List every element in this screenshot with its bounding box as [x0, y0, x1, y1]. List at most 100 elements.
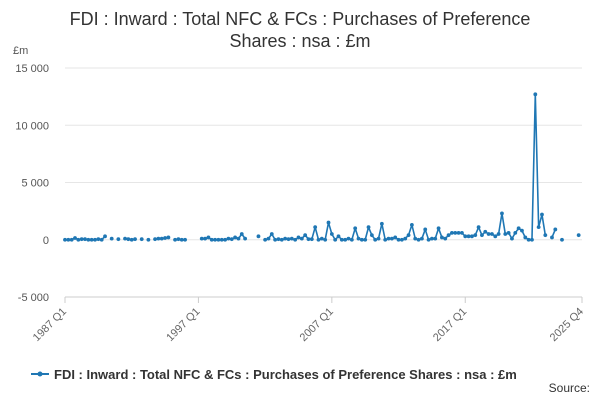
data-point[interactable]	[426, 237, 431, 242]
data-point[interactable]	[139, 237, 144, 242]
data-point[interactable]	[286, 237, 291, 242]
data-point[interactable]	[203, 236, 207, 241]
data-point[interactable]	[96, 237, 101, 242]
data-point[interactable]	[223, 237, 228, 242]
data-point[interactable]	[83, 237, 87, 242]
data-point[interactable]	[326, 220, 331, 225]
data-point[interactable]	[413, 236, 418, 241]
data-point[interactable]	[296, 235, 301, 240]
data-point[interactable]	[99, 237, 104, 242]
data-point[interactable]	[533, 92, 538, 97]
data-point[interactable]	[506, 230, 511, 235]
data-point[interactable]	[256, 234, 261, 239]
data-point[interactable]	[166, 235, 171, 240]
data-point[interactable]	[553, 227, 558, 232]
data-point[interactable]	[206, 235, 211, 240]
data-point[interactable]	[473, 233, 478, 238]
data-point[interactable]	[536, 225, 541, 230]
data-point[interactable]	[233, 235, 238, 240]
data-point[interactable]	[163, 236, 167, 240]
data-point[interactable]	[126, 237, 131, 242]
data-point[interactable]	[526, 237, 531, 242]
data-point[interactable]	[500, 211, 504, 216]
data-point[interactable]	[520, 228, 524, 233]
data-point[interactable]	[550, 235, 554, 240]
data-point[interactable]	[496, 232, 501, 236]
data-point[interactable]	[123, 236, 127, 241]
data-point[interactable]	[419, 236, 424, 241]
data-point[interactable]	[456, 230, 461, 235]
data-point[interactable]	[183, 237, 187, 242]
data-point[interactable]	[333, 237, 338, 242]
data-point[interactable]	[493, 234, 498, 239]
data-point[interactable]	[440, 235, 444, 240]
data-point[interactable]	[396, 237, 401, 242]
data-point[interactable]	[239, 232, 244, 236]
data-point[interactable]	[346, 236, 351, 241]
data-point[interactable]	[116, 237, 121, 242]
data-point[interactable]	[403, 236, 408, 241]
data-point[interactable]	[540, 212, 544, 217]
data-point[interactable]	[213, 237, 217, 242]
data-point[interactable]	[316, 237, 321, 242]
data-point[interactable]	[303, 233, 308, 238]
data-point[interactable]	[576, 233, 581, 238]
legend-label[interactable]: FDI : Inward : Total NFC & FCs : Purchas…	[54, 367, 517, 382]
data-point[interactable]	[229, 237, 234, 242]
data-point[interactable]	[393, 235, 398, 240]
data-point[interactable]	[86, 237, 91, 242]
data-point[interactable]	[276, 237, 281, 242]
data-point[interactable]	[450, 230, 454, 235]
data-point[interactable]	[359, 237, 364, 242]
data-point[interactable]	[490, 232, 494, 236]
data-point[interactable]	[460, 230, 464, 235]
data-point[interactable]	[66, 237, 71, 242]
data-point[interactable]	[339, 237, 344, 242]
data-point[interactable]	[430, 236, 434, 241]
data-point[interactable]	[219, 237, 224, 242]
data-point[interactable]	[409, 222, 414, 227]
data-point[interactable]	[69, 237, 74, 242]
data-point[interactable]	[179, 237, 184, 242]
data-point[interactable]	[299, 236, 304, 241]
data-point[interactable]	[503, 232, 508, 236]
data-point[interactable]	[93, 237, 97, 242]
data-point[interactable]	[476, 225, 481, 230]
data-point[interactable]	[226, 236, 231, 241]
data-point[interactable]	[369, 233, 374, 238]
data-point[interactable]	[389, 236, 394, 241]
legend[interactable]: FDI : Inward : Total NFC & FCs : Purchas…	[31, 367, 517, 382]
data-point[interactable]	[433, 236, 438, 241]
data-point[interactable]	[463, 234, 468, 239]
data-point[interactable]	[289, 236, 294, 241]
data-point[interactable]	[309, 237, 314, 242]
data-point[interactable]	[133, 237, 137, 242]
data-point[interactable]	[470, 234, 474, 239]
data-point[interactable]	[236, 236, 241, 241]
data-point[interactable]	[129, 237, 134, 242]
data-point[interactable]	[453, 230, 458, 235]
data-point[interactable]	[383, 237, 388, 242]
data-point[interactable]	[323, 237, 328, 242]
data-point[interactable]	[173, 237, 177, 242]
data-point[interactable]	[103, 234, 107, 239]
data-point[interactable]	[153, 237, 157, 242]
data-point[interactable]	[436, 226, 441, 231]
data-point[interactable]	[79, 237, 84, 242]
data-point[interactable]	[523, 235, 528, 240]
data-point[interactable]	[373, 237, 378, 242]
data-point[interactable]	[379, 221, 384, 226]
data-point[interactable]	[483, 229, 488, 234]
data-point[interactable]	[530, 237, 534, 242]
data-point[interactable]	[336, 234, 341, 239]
data-point[interactable]	[266, 236, 271, 241]
data-point[interactable]	[516, 226, 521, 231]
data-point[interactable]	[363, 237, 368, 242]
data-point[interactable]	[73, 236, 77, 240]
data-point[interactable]	[209, 237, 214, 242]
data-point[interactable]	[423, 227, 428, 232]
data-point[interactable]	[329, 232, 334, 236]
data-point[interactable]	[356, 236, 361, 241]
data-point[interactable]	[486, 232, 491, 236]
data-point[interactable]	[319, 236, 324, 241]
